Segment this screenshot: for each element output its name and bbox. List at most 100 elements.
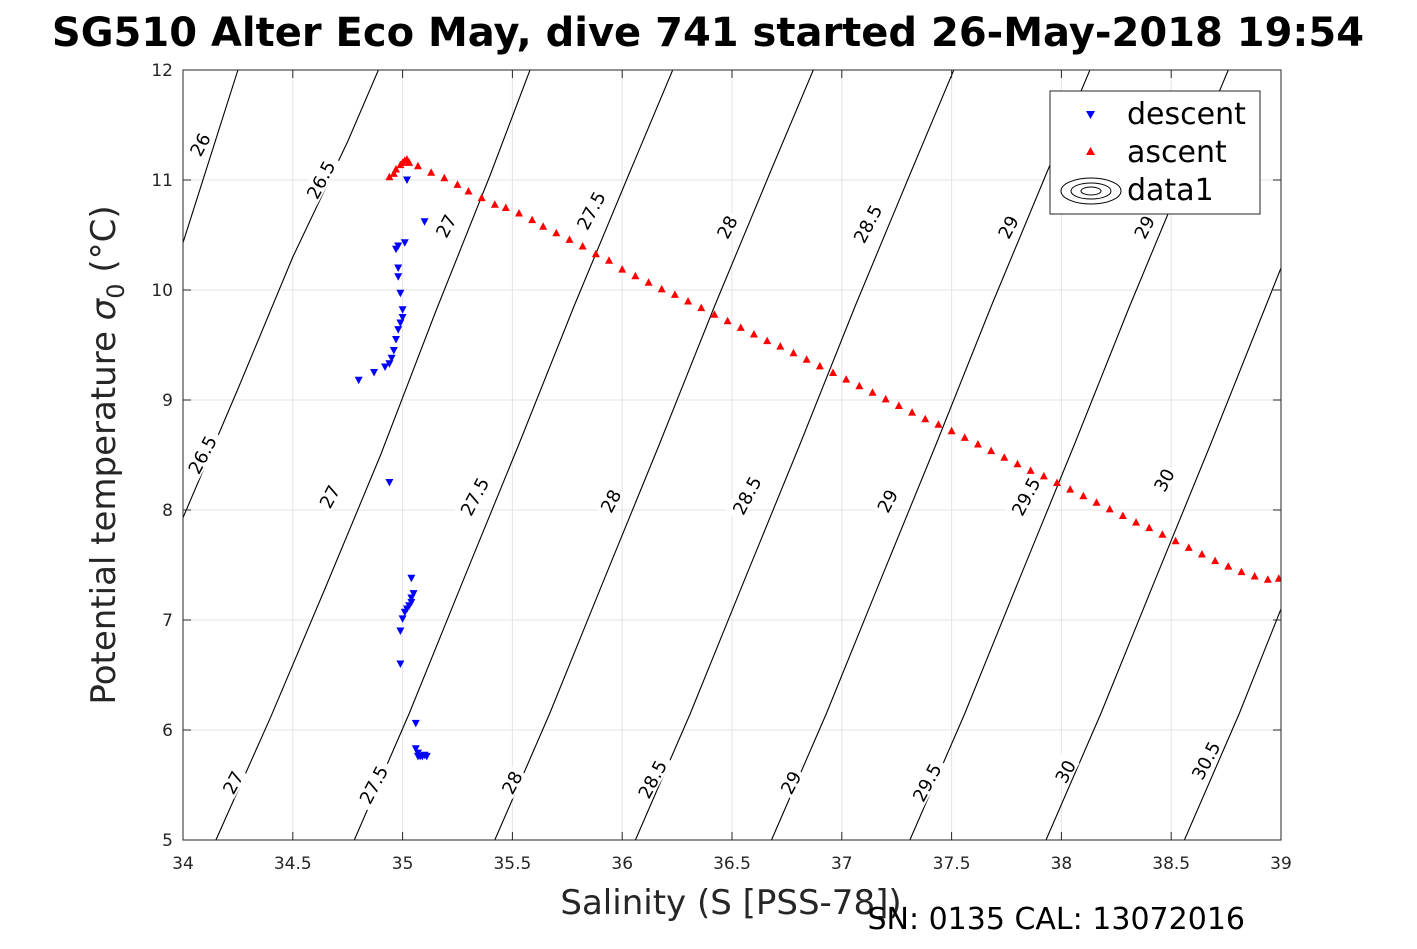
ascent-point	[868, 388, 877, 396]
contour-line-29	[770, 70, 1091, 840]
descent-point	[407, 574, 416, 583]
ascent-point	[1000, 453, 1009, 461]
y-tick-label: 12	[151, 61, 173, 81]
ascent-point	[591, 249, 600, 258]
contour-line-27-5	[353, 70, 674, 840]
ascent-point	[763, 336, 772, 345]
ascent-point	[960, 433, 969, 441]
contour-label-bg	[845, 196, 888, 250]
ascent-point	[605, 256, 614, 264]
legend-label-ascent: ascent	[1127, 135, 1227, 170]
contour-label-bg	[870, 483, 902, 518]
ascent-point	[1132, 518, 1141, 526]
ascent-point	[1013, 459, 1022, 468]
ascent-point	[618, 265, 627, 273]
ascent-point	[710, 310, 719, 318]
descent-point	[400, 608, 409, 617]
descent-point	[411, 719, 420, 728]
ascent-point	[776, 342, 785, 350]
ascent-point	[477, 193, 486, 202]
descent-point	[389, 347, 398, 355]
ascent-point	[921, 414, 930, 423]
descent-point	[398, 615, 407, 623]
ascent-point	[723, 316, 732, 325]
ascent-point	[881, 394, 890, 403]
descent-point	[409, 590, 418, 598]
ascent-point	[453, 180, 462, 188]
contour-label-bg	[429, 208, 461, 243]
contour-label-bg	[991, 209, 1023, 244]
ascent-point	[565, 235, 574, 243]
x-tick-label: 36	[611, 854, 633, 874]
descent-point	[396, 660, 405, 668]
contour-label-bg	[312, 478, 344, 513]
ascent-point	[514, 209, 523, 217]
contour-label-bg	[710, 209, 742, 244]
y-tick-label: 8	[162, 501, 173, 521]
y-tick-label: 7	[162, 611, 173, 631]
descent-point	[398, 306, 407, 314]
ascent-point	[1092, 498, 1101, 506]
contour-label-bg	[1048, 753, 1080, 788]
descent-point	[396, 289, 405, 298]
ascent-point	[1263, 575, 1272, 583]
descent-point	[422, 752, 431, 761]
ascent-point	[552, 228, 561, 237]
descent-point	[407, 594, 416, 602]
footer-calibration: SN: 0135 CAL: 13072016	[867, 902, 1245, 937]
x-tick-label: 37.5	[933, 854, 971, 874]
descent-point	[394, 326, 403, 334]
ascent-point	[670, 290, 679, 298]
density-contours	[183, 70, 1281, 840]
contour-label-bg	[774, 764, 805, 799]
contour-line-27	[215, 70, 531, 840]
ascent-point	[987, 446, 996, 455]
descent-point	[411, 745, 420, 753]
ascent-point	[802, 355, 811, 363]
descent-point	[398, 314, 407, 322]
legend-label-data1: data1	[1127, 173, 1214, 208]
series-descent	[354, 176, 431, 761]
ascent-point	[855, 381, 864, 390]
contour-line-26-5	[183, 70, 379, 518]
ascent-point	[684, 297, 693, 305]
legend-marker-ascent	[1086, 147, 1095, 155]
contour-line-30-5	[1183, 608, 1281, 840]
ascent-point	[815, 361, 824, 370]
ascent-point	[842, 375, 851, 383]
ascent-point	[908, 408, 917, 416]
x-tick-label: 38.5	[1152, 854, 1190, 874]
descent-point	[400, 239, 409, 247]
descent-point	[420, 218, 429, 226]
descent-point	[392, 245, 401, 254]
descent-point	[394, 264, 403, 272]
contour-label-bg	[725, 467, 767, 522]
ascent-point	[578, 242, 587, 250]
contour-line-28	[494, 70, 814, 840]
ascent-point	[736, 323, 745, 331]
ascent-point	[697, 303, 706, 312]
legend-box	[1049, 90, 1261, 215]
descent-point	[381, 363, 390, 371]
contour-label-bg	[1183, 733, 1226, 787]
descent-point	[385, 479, 394, 487]
ascent-point	[539, 222, 548, 230]
descent-point	[354, 376, 363, 385]
x-tick-label: 34	[172, 854, 194, 874]
ascent-point	[1158, 530, 1167, 538]
ascent-point	[392, 165, 401, 173]
y-tick-label: 9	[162, 391, 173, 411]
descent-point	[392, 336, 401, 344]
ascent-point	[1118, 511, 1127, 519]
data-series	[354, 155, 1281, 761]
ascent-point	[894, 401, 903, 409]
contour-label-bg	[351, 757, 393, 811]
ascent-point	[829, 368, 838, 376]
ascent-point	[464, 187, 473, 195]
contour-label-bg	[183, 126, 215, 161]
contour-label-bg	[216, 764, 248, 799]
ascent-point	[947, 426, 956, 435]
legend-label-descent: descent	[1127, 97, 1246, 132]
contour-label-bg	[298, 152, 341, 206]
